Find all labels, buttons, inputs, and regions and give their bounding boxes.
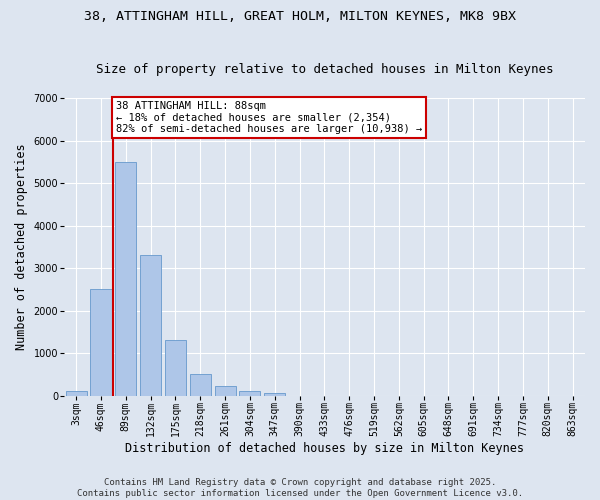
Text: 38 ATTINGHAM HILL: 88sqm
← 18% of detached houses are smaller (2,354)
82% of sem: 38 ATTINGHAM HILL: 88sqm ← 18% of detach… xyxy=(116,101,422,134)
Bar xyxy=(239,392,260,396)
Bar xyxy=(65,392,86,396)
Title: Size of property relative to detached houses in Milton Keynes: Size of property relative to detached ho… xyxy=(95,63,553,76)
Text: Contains HM Land Registry data © Crown copyright and database right 2025.
Contai: Contains HM Land Registry data © Crown c… xyxy=(77,478,523,498)
Y-axis label: Number of detached properties: Number of detached properties xyxy=(15,144,28,350)
Bar xyxy=(165,340,186,396)
Bar xyxy=(215,386,236,396)
Bar xyxy=(115,162,136,396)
Text: 38, ATTINGHAM HILL, GREAT HOLM, MILTON KEYNES, MK8 9BX: 38, ATTINGHAM HILL, GREAT HOLM, MILTON K… xyxy=(84,10,516,23)
X-axis label: Distribution of detached houses by size in Milton Keynes: Distribution of detached houses by size … xyxy=(125,442,524,455)
Bar xyxy=(91,290,112,396)
Bar xyxy=(264,393,285,396)
Bar xyxy=(190,374,211,396)
Bar xyxy=(140,256,161,396)
